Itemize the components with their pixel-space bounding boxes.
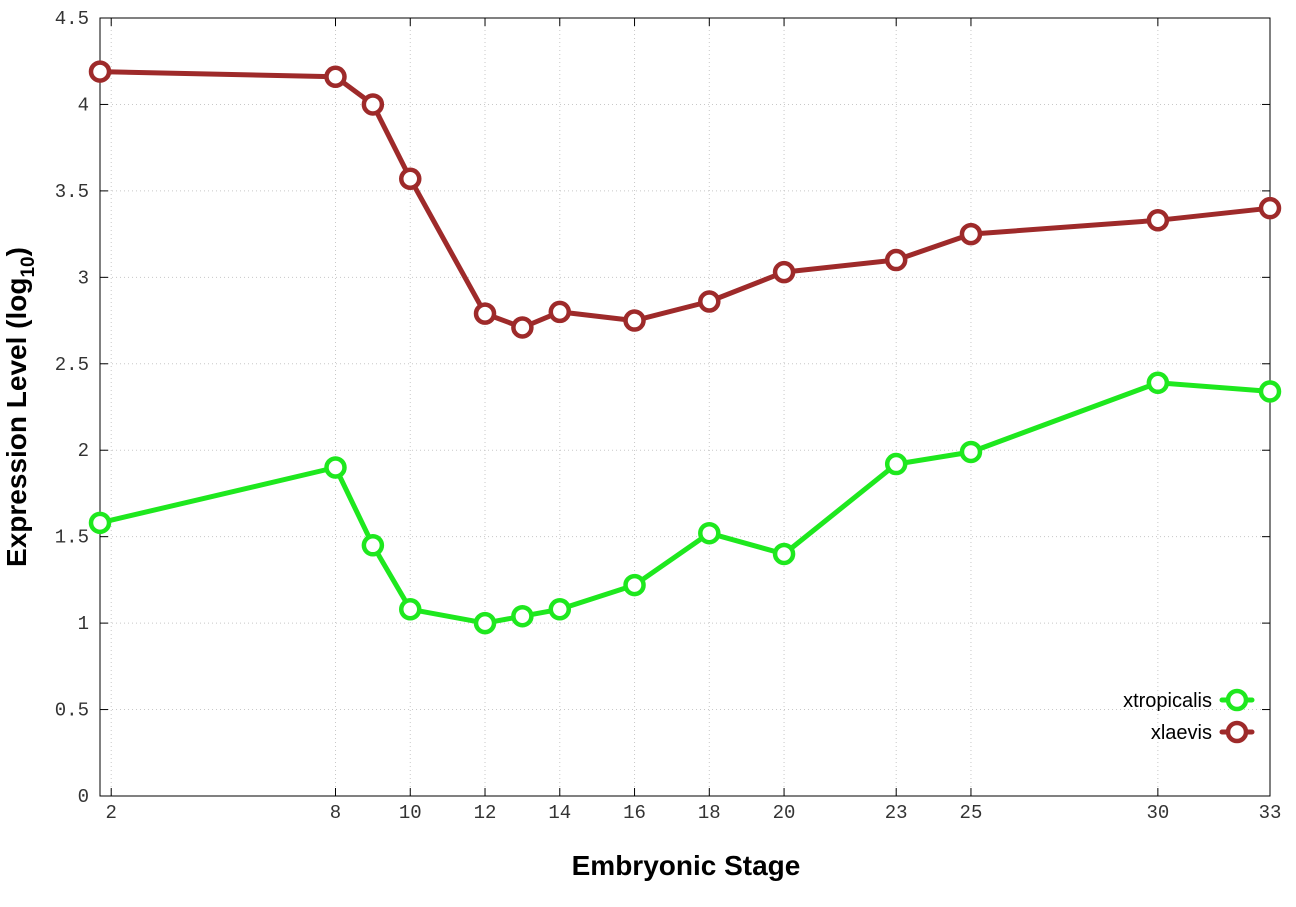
data-point-xtropicalis <box>959 440 983 464</box>
data-point-xtropicalis <box>623 573 646 597</box>
axis-ticks: 0 0.5 1 1.5 2 2.5 3 3.5 4 4.5 2 8 10 12 14 16 18 20 23 25 30… <box>55 8 1282 824</box>
y-axis-title: Expression Level (log10) <box>1 247 39 567</box>
x-tick-label: 30 <box>1146 802 1169 824</box>
data-point-xlaevis <box>959 222 983 246</box>
data-point-xlaevis <box>473 302 497 325</box>
series-layer <box>88 60 1282 635</box>
y-axis-title-close: ) <box>1 247 32 256</box>
y-tick-label: 4 <box>78 94 89 116</box>
x-tick-label: 16 <box>623 802 646 824</box>
data-point-xlaevis <box>324 65 347 89</box>
x-tick-label: 25 <box>960 802 983 824</box>
legend-item-xtropicalis: xtropicalis <box>1123 688 1255 712</box>
data-point-xtropicalis <box>324 456 347 479</box>
x-tick-label: 23 <box>885 802 908 824</box>
y-tick-label: 4.5 <box>55 8 89 30</box>
y-tick-label: 0.5 <box>55 700 89 722</box>
series-line-xlaevis <box>97 69 1273 330</box>
x-tick-label: 12 <box>474 802 497 824</box>
series-xlaevis <box>88 60 1282 339</box>
legend-marker-xtropicalis <box>1225 688 1249 712</box>
y-tick-label: 2.5 <box>55 354 89 376</box>
y-tick-label: 1.5 <box>55 527 89 549</box>
data-point-xlaevis <box>548 300 572 324</box>
legend: xtropicalis xlaevis <box>1123 688 1255 744</box>
data-point-xlaevis <box>1146 209 1170 232</box>
series-line-xtropicalis <box>97 380 1273 626</box>
legend-label-xlaevis: xlaevis <box>1151 722 1212 744</box>
y-tick-label: 3.5 <box>55 181 89 203</box>
y-tick-label: 2 <box>78 440 89 462</box>
data-point-xlaevis <box>1258 196 1282 220</box>
x-axis-title: Embryonic Stage <box>572 850 801 881</box>
plot-frame <box>99 17 1271 797</box>
data-point-xtropicalis <box>473 611 497 635</box>
data-point-xlaevis <box>772 260 796 284</box>
data-point-xtropicalis <box>399 598 422 621</box>
data-point-xtropicalis <box>772 542 796 566</box>
data-point-xtropicalis <box>361 534 385 557</box>
legend-marker-xlaevis <box>1225 720 1249 744</box>
y-tick-label: 0 <box>78 786 89 808</box>
data-point-xlaevis <box>623 309 646 332</box>
data-point-xtropicalis <box>884 452 908 476</box>
y-tick-label: 3 <box>78 267 89 289</box>
data-point-xlaevis <box>361 93 385 116</box>
data-point-xtropicalis <box>698 521 721 545</box>
data-point-xlaevis <box>698 290 721 313</box>
y-axis-title-subscript: 10 <box>18 256 39 277</box>
data-point-xlaevis <box>399 167 422 191</box>
legend-item-xlaevis: xlaevis <box>1151 720 1255 744</box>
series-xtropicalis <box>88 371 1282 635</box>
x-tick-label: 8 <box>330 802 341 824</box>
x-tick-label: 33 <box>1259 802 1282 824</box>
data-point-xtropicalis <box>88 511 112 535</box>
x-tick-label: 10 <box>399 802 422 824</box>
grid <box>100 18 1270 796</box>
data-point-xtropicalis <box>1146 371 1170 395</box>
data-point-xtropicalis <box>1258 380 1282 403</box>
legend-label-xtropicalis: xtropicalis <box>1123 690 1212 712</box>
data-point-xtropicalis <box>548 598 572 621</box>
x-tick-label: 2 <box>106 802 117 824</box>
data-point-xtropicalis <box>511 604 534 628</box>
data-point-xlaevis <box>511 316 534 339</box>
data-point-xlaevis <box>884 248 908 272</box>
y-tick-label: 1 <box>78 613 89 635</box>
data-point-xlaevis <box>88 60 112 83</box>
x-tick-label: 20 <box>773 802 796 824</box>
x-tick-label: 18 <box>698 802 721 824</box>
x-tick-label: 14 <box>548 802 571 824</box>
y-axis-title-main: Expression Level (log <box>1 278 32 567</box>
